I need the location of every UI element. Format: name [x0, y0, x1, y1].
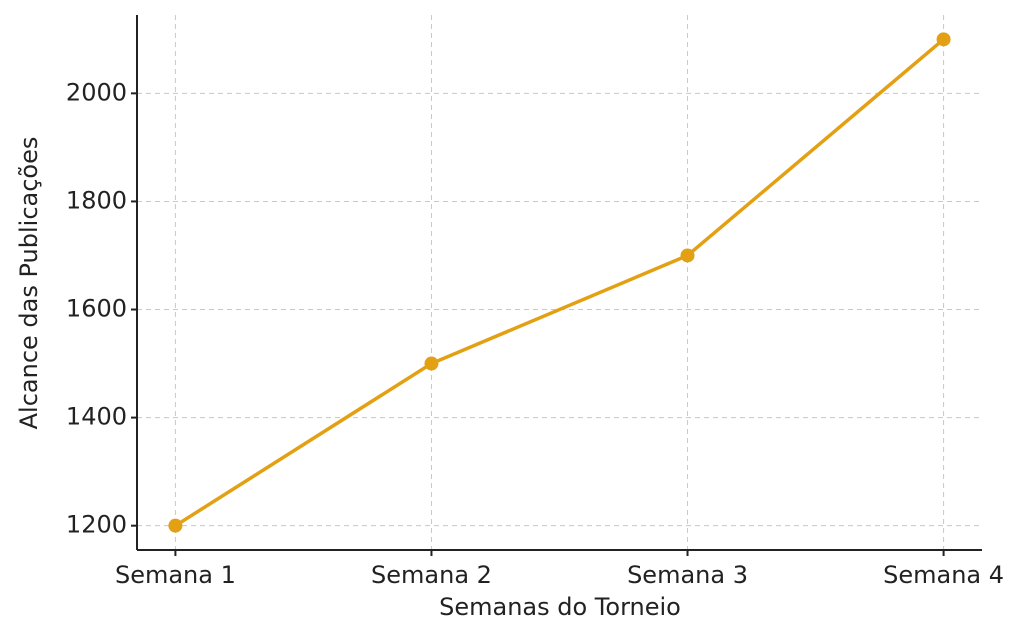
line — [174, 37, 945, 528]
y-tick-label: 1400 — [66, 403, 127, 431]
point — [936, 32, 951, 47]
x-axis-label: Semanas do Torneio — [439, 593, 681, 621]
x-tick-label: Semana 2 — [371, 561, 492, 589]
y-tick-label: 1200 — [66, 511, 127, 539]
point — [680, 248, 695, 263]
y-tick-label: 1600 — [66, 295, 127, 323]
point — [424, 356, 439, 371]
x-tick-label: Semana 4 — [883, 561, 1004, 589]
y-axis-label: Alcance das Publicações — [15, 137, 43, 430]
x-tick-label: Semana 3 — [627, 561, 748, 589]
x-tick-label: Semana 1 — [115, 561, 236, 589]
point — [168, 518, 183, 533]
y-tick-label: 1800 — [66, 186, 127, 214]
y-tick-label: 2000 — [66, 78, 127, 106]
